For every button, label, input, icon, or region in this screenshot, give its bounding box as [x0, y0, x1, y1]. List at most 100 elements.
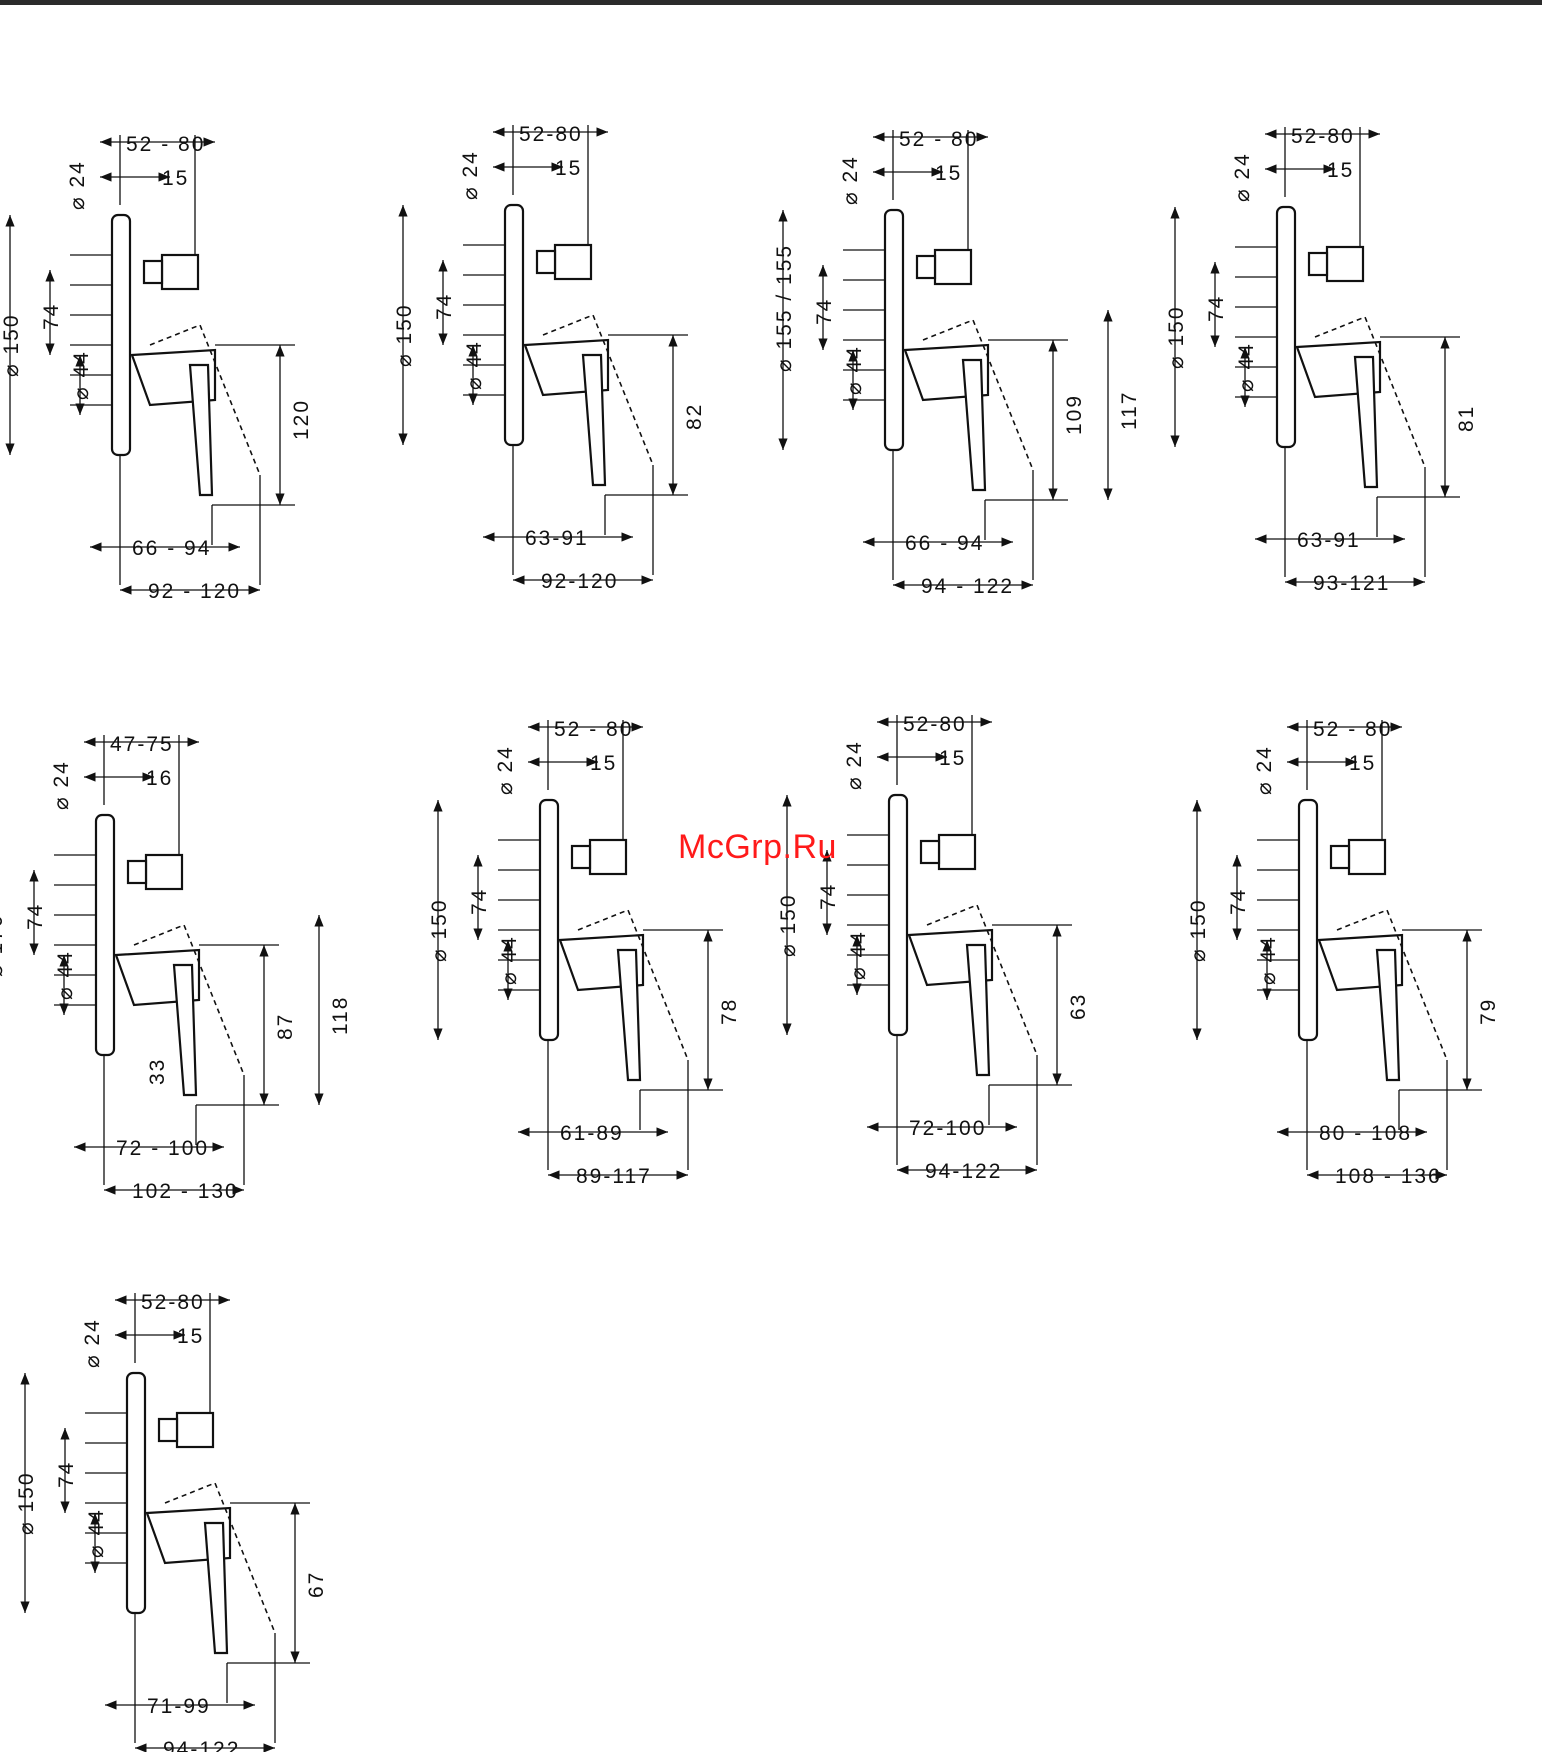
lever-handle	[581, 353, 607, 487]
top-dia-label: ⌀ 24	[459, 150, 482, 200]
height-label: 81	[1455, 405, 1478, 432]
lever-handle	[1375, 948, 1401, 1082]
wall-plate	[1297, 798, 1319, 1042]
height-label: 78	[718, 998, 741, 1025]
height-label: 67	[305, 1571, 328, 1598]
v74-label: 74	[817, 883, 840, 910]
wall-plate	[110, 213, 132, 457]
top-dia-label: ⌀ 24	[1253, 745, 1276, 795]
diverter-knob	[933, 248, 973, 286]
lever-handle	[172, 963, 198, 1097]
dist-a-label: 66 - 94	[905, 532, 984, 555]
dist-a-label: 80 - 108	[1319, 1122, 1412, 1145]
diverter-knob	[553, 243, 593, 281]
wall-plate	[538, 798, 560, 1042]
cap-label: 15	[555, 157, 582, 180]
depth-label: 52-80	[519, 123, 583, 146]
plate-dia-label: ⌀ 150	[1187, 898, 1210, 962]
top-dia-label: ⌀ 24	[66, 160, 89, 210]
height-label: 82	[683, 403, 706, 430]
height-label: 87	[274, 1013, 297, 1040]
top-rule	[0, 0, 1542, 5]
dist-b-label: 92 - 120	[148, 580, 241, 603]
top-dia-label: ⌀ 24	[50, 760, 73, 810]
depth-label: 52-80	[141, 1291, 205, 1314]
lever-handle	[203, 1521, 229, 1655]
dist-b-label: 94-122	[163, 1738, 240, 1752]
plate-dia-label: ⌀ 150	[428, 898, 451, 962]
v74-label: 74	[1227, 888, 1250, 915]
depth-label: 47-75	[110, 733, 174, 756]
height2-label: 117	[1118, 391, 1141, 430]
depth-label: 52-80	[903, 713, 967, 736]
v74-label: 74	[468, 888, 491, 915]
dist-b-label: 92-120	[541, 570, 618, 593]
wall-plate	[883, 208, 905, 452]
lever-handle	[961, 358, 987, 492]
diverter-knob	[175, 1411, 215, 1449]
watermark-text: McGrp.Ru	[678, 828, 837, 866]
dist-b-label: 94 - 122	[921, 575, 1014, 598]
dist-a-label: 72-100	[909, 1117, 986, 1140]
depth-label: 52-80	[1291, 125, 1355, 148]
depth-label: 52 - 80	[126, 133, 205, 156]
depth-label: 52 - 80	[1313, 718, 1392, 741]
v74-label: 74	[813, 298, 836, 325]
diverter-knob	[588, 838, 628, 876]
plate-dia-label: ⌀ 150	[15, 1471, 38, 1535]
top-dia-label: ⌀ 24	[839, 155, 862, 205]
top-dia-label: ⌀ 24	[494, 745, 517, 795]
dist-a-label: 72 - 100	[116, 1137, 209, 1160]
depth-label: 52 - 80	[899, 128, 978, 151]
diverter-knob	[160, 253, 200, 291]
wall-plate	[125, 1371, 147, 1615]
top-dia-label: ⌀ 24	[81, 1318, 104, 1368]
v74-label: 74	[55, 1461, 78, 1488]
cap-label: 16	[146, 767, 173, 790]
plate-dia-label: ⌀ 170	[0, 913, 7, 977]
knob-stem	[535, 249, 557, 275]
height-label: 120	[290, 399, 313, 440]
diverter-knob	[937, 833, 977, 871]
lever-handle	[188, 363, 214, 497]
dist-b-label: 93-121	[1313, 572, 1390, 595]
knob-stem	[126, 859, 148, 885]
wall-plate	[503, 203, 525, 447]
diverter-knob	[144, 853, 184, 891]
low-label: 33	[146, 1058, 169, 1085]
cap-label: 15	[1327, 159, 1354, 182]
dist-b-label: 102 - 130	[132, 1180, 239, 1203]
height-label: 109	[1063, 394, 1086, 435]
dist-a-label: 63-91	[1297, 529, 1361, 552]
dist-b-label: 94-122	[925, 1160, 1002, 1183]
v74-label: 74	[1205, 295, 1228, 322]
lever-handle	[965, 943, 991, 1077]
dist-b-label: 89-117	[576, 1165, 652, 1188]
knob-stem	[1307, 251, 1329, 277]
knob-stem	[157, 1417, 179, 1443]
dist-a-label: 61-89	[560, 1122, 624, 1145]
plate-dia-label: ⌀ 150	[777, 893, 800, 957]
cap-label: 15	[935, 162, 962, 185]
plate-dia-label: ⌀ 150	[0, 313, 23, 377]
diverter-knob	[1347, 838, 1387, 876]
wall-plate	[887, 793, 909, 1037]
wall-plate	[94, 813, 116, 1057]
lever-handle	[1353, 355, 1379, 489]
cap-label: 15	[939, 747, 966, 770]
knob-stem	[142, 259, 164, 285]
top-dia-label: ⌀ 24	[843, 740, 866, 790]
wall-plate	[1275, 205, 1297, 449]
v74-label: 74	[433, 293, 456, 320]
v74-label: 74	[24, 903, 47, 930]
